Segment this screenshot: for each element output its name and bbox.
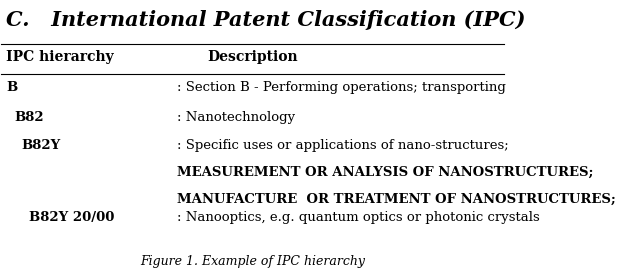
Text: : Nanooptics, e.g. quantum optics or photonic crystals: : Nanooptics, e.g. quantum optics or pho… [177, 210, 540, 224]
Text: B: B [6, 81, 18, 94]
Text: Description: Description [207, 49, 298, 64]
Text: MANUFACTURE  OR TREATMENT OF NANOSTRUCTURES;: MANUFACTURE OR TREATMENT OF NANOSTRUCTUR… [177, 193, 616, 206]
Text: : Section B - Performing operations; transporting: : Section B - Performing operations; tra… [177, 81, 506, 94]
Text: : Nanotechnology: : Nanotechnology [177, 111, 295, 125]
Text: B82: B82 [14, 111, 43, 125]
Text: Figure 1. Example of IPC hierarchy: Figure 1. Example of IPC hierarchy [140, 255, 365, 268]
Text: IPC hierarchy: IPC hierarchy [6, 49, 114, 64]
Text: MEASUREMENT OR ANALYSIS OF NANOSTRUCTURES;: MEASUREMENT OR ANALYSIS OF NANOSTRUCTURE… [177, 166, 594, 179]
Text: B82Y 20/00: B82Y 20/00 [29, 210, 114, 224]
Text: : Specific uses or applications of nano-structures;: : Specific uses or applications of nano-… [177, 139, 509, 152]
Text: C.   International Patent Classification (IPC): C. International Patent Classification (… [6, 10, 526, 30]
Text: B82Y: B82Y [21, 139, 61, 152]
